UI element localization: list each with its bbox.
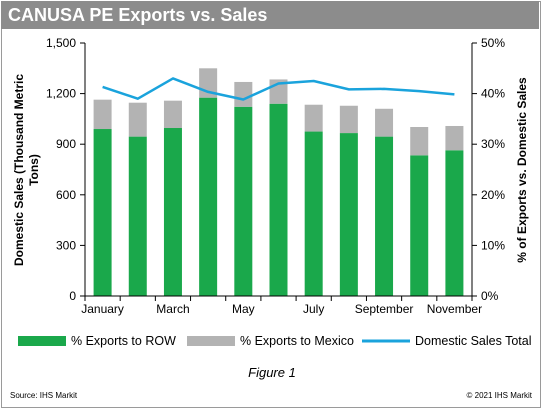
- bar-row-september: [375, 136, 394, 296]
- bar-row-july: [304, 131, 323, 296]
- y2-tick-label: 0%: [481, 289, 499, 303]
- bar-row-may: [234, 106, 253, 296]
- ticks-layer: 0 0% 300 10% 600 20% 900 30% 1,200 40% 1,500 50% Jan…: [46, 36, 505, 316]
- bar-mexico-may: [234, 81, 253, 107]
- bar-mexico-october: [410, 126, 429, 156]
- legend: % Exports to ROW % Exports to Mexico Dom…: [18, 334, 532, 348]
- bar-row-january: [93, 129, 112, 296]
- source-note: Source: IHS Markit: [10, 391, 78, 400]
- copyright-note: © 2021 IHS Markit: [467, 391, 533, 400]
- chart-title: CANUSA PE Exports vs. Sales: [1, 1, 539, 29]
- legend-label-domestic: Domestic Sales Total: [415, 334, 532, 348]
- y-tick-label: 300: [56, 238, 76, 252]
- x-tick-label: September: [355, 302, 414, 316]
- figure-label: Figure 1: [248, 365, 296, 380]
- bar-row-august: [339, 133, 358, 296]
- bar-row-october: [410, 155, 429, 296]
- y-tick-label: 600: [56, 188, 76, 202]
- y-axis-title-line1: Domestic Sales (Thousand Metric: [12, 74, 26, 266]
- bar-mexico-march: [163, 100, 182, 129]
- bar-row-february: [128, 136, 147, 296]
- x-tick-label: May: [232, 302, 255, 316]
- y2-tick-label: 30%: [481, 137, 505, 151]
- x-tick-label: July: [303, 302, 324, 316]
- y2-tick-label: 20%: [481, 188, 505, 202]
- x-tick-label: November: [427, 302, 482, 316]
- bar-mexico-july: [304, 104, 323, 132]
- bar-row-june: [269, 103, 288, 296]
- y2-tick-label: 50%: [481, 36, 505, 50]
- bar-mexico-january: [93, 99, 112, 130]
- line-layer: [102, 77, 455, 101]
- y-tick-label: 1,500: [46, 36, 76, 50]
- bar-row-april: [199, 97, 218, 296]
- y-tick-label: 0: [69, 289, 76, 303]
- legend-swatch-row: [18, 336, 66, 346]
- y-tick-label: 1,200: [46, 87, 76, 101]
- y2-tick-label: 10%: [481, 238, 505, 252]
- bar-mexico-august: [339, 105, 358, 134]
- x-tick-label: January: [81, 302, 124, 316]
- bar-row-march: [163, 128, 182, 296]
- legend-label-mexico: % Exports to Mexico: [240, 334, 354, 348]
- y-axis-title-line2: Tons): [27, 154, 41, 186]
- legend-swatch-mexico: [187, 336, 235, 346]
- bar-mexico-september: [375, 108, 394, 137]
- bar-mexico-november: [445, 125, 464, 151]
- bars-layer: [93, 68, 464, 296]
- bar-row-november: [445, 150, 464, 296]
- y2-tick-label: 40%: [481, 87, 505, 101]
- y2-axis-title: % of Exports vs. Domestic Sales: [515, 77, 529, 263]
- y-tick-label: 900: [56, 137, 76, 151]
- axes-layer: [80, 42, 477, 301]
- x-tick-label: March: [156, 302, 189, 316]
- line-domestic-sales: [102, 77, 455, 101]
- bar-mexico-february: [128, 102, 147, 137]
- legend-label-row: % Exports to ROW: [71, 334, 176, 348]
